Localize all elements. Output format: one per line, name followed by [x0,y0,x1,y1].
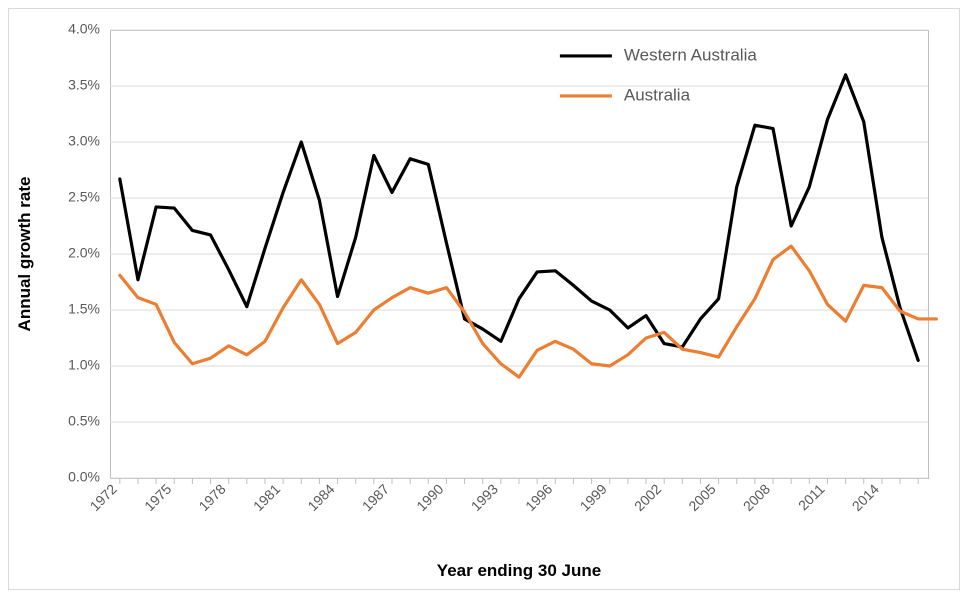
y-tick-label: 1.0% [68,357,100,373]
chart-svg: 0.0%0.5%1.0%1.5%2.0%2.5%3.0%3.5%4.0%1972… [0,0,968,598]
legend-label: Western Australia [624,45,757,64]
x-axis-title: Year ending 30 June [437,561,601,580]
y-tick-label: 2.0% [68,245,100,261]
growth-rate-chart: 0.0%0.5%1.0%1.5%2.0%2.5%3.0%3.5%4.0%1972… [0,0,968,598]
legend-label: Australia [624,85,691,104]
y-tick-label: 3.0% [68,133,100,149]
y-tick-label: 2.5% [68,189,100,205]
y-tick-label: 0.5% [68,413,100,429]
y-axis-title: Annual growth rate [15,177,34,332]
y-tick-label: 4.0% [68,21,100,37]
y-tick-label: 3.5% [68,77,100,93]
y-tick-label: 1.5% [68,301,100,317]
y-tick-label: 0.0% [68,469,100,485]
